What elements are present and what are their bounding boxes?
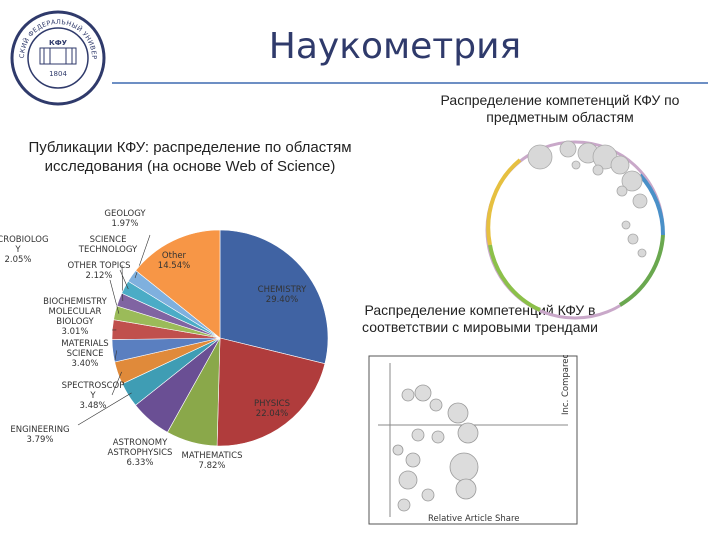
pie-label-7: BIOCHEMISTRY MOLECULAR BIOLOGY 3.01% (43, 297, 108, 337)
pie-slice-12 (135, 229, 221, 339)
university-seal-icon: КАЗАНСКИЙ ФЕДЕРАЛЬНЫЙ УНИВЕРСИТЕТ КФУ 18… (8, 8, 106, 106)
pie-label-2: MATHEMATICS 7.82% (182, 451, 243, 471)
pie-slice-0 (219, 229, 329, 365)
pie-label-3: ASTRONOMY ASTROPHYSICS 6.33% (108, 438, 173, 468)
pie-label-8: OTHER TOPICS 2.12% (67, 261, 130, 281)
pie-label-0: CHEMISTRY 29.40% (258, 285, 307, 305)
publications-pie-chart: CHEMISTRY 29.40% PHYSICS 22.04% MATHEMATICS 7… (0, 209, 329, 471)
pie-title: Публикации КФУ: распределение по областя… (28, 139, 352, 175)
scatter-x-label: Relative Article Share (428, 514, 519, 524)
subject-ring-chart (485, 140, 666, 320)
pie-label-5: SPECTROSCOP Y 3.48% (62, 381, 125, 411)
pie-label-4: ENGINEERING 3.79% (10, 425, 69, 445)
pie-label-12: Other 14.54% (158, 251, 190, 271)
svg-text:1804: 1804 (49, 70, 67, 78)
pie-label-1: PHYSICS 22.04% (254, 399, 290, 419)
competence-scatter-plot: Relative Article Share Inc. Compared to … (368, 355, 578, 525)
pie-label-11: GEOLOGY 1.97% (104, 209, 146, 229)
pie-label-6: MATERIALS SCIENCE 3.40% (61, 339, 108, 369)
page-title: Наукометрия (268, 26, 522, 67)
header-divider (112, 82, 708, 84)
caption-world-trends: Распределение компетенций КФУ в соответс… (362, 302, 598, 335)
pie-leader-line-6 (114, 350, 118, 361)
pie-leader-line-4 (77, 392, 132, 426)
svg-text:КАЗАНСКИЙ ФЕДЕРАЛЬНЫЙ УНИВЕРСИ: КАЗАНСКИЙ ФЕДЕРАЛЬНЫЙ УНИВЕРСИТЕТ (8, 8, 98, 60)
pie-leader-line-9 (121, 264, 124, 301)
pie-leader-line-10 (119, 269, 129, 290)
pie-label-9: SCIENCE TECHNOLOGY (78, 235, 138, 255)
scatter-y-label: Inc. Compared to Growth Rate (561, 355, 571, 415)
pie-leader-line-8 (109, 279, 120, 314)
caption-subject-areas: Распределение компетенций КФУ по предмет… (440, 92, 680, 125)
svg-text:КФУ: КФУ (49, 39, 68, 47)
pie-slice-1 (216, 337, 326, 447)
pie-label-10: MICROBIOLOGY2.05% (0, 235, 49, 265)
pie-leader-line-5 (111, 371, 122, 396)
